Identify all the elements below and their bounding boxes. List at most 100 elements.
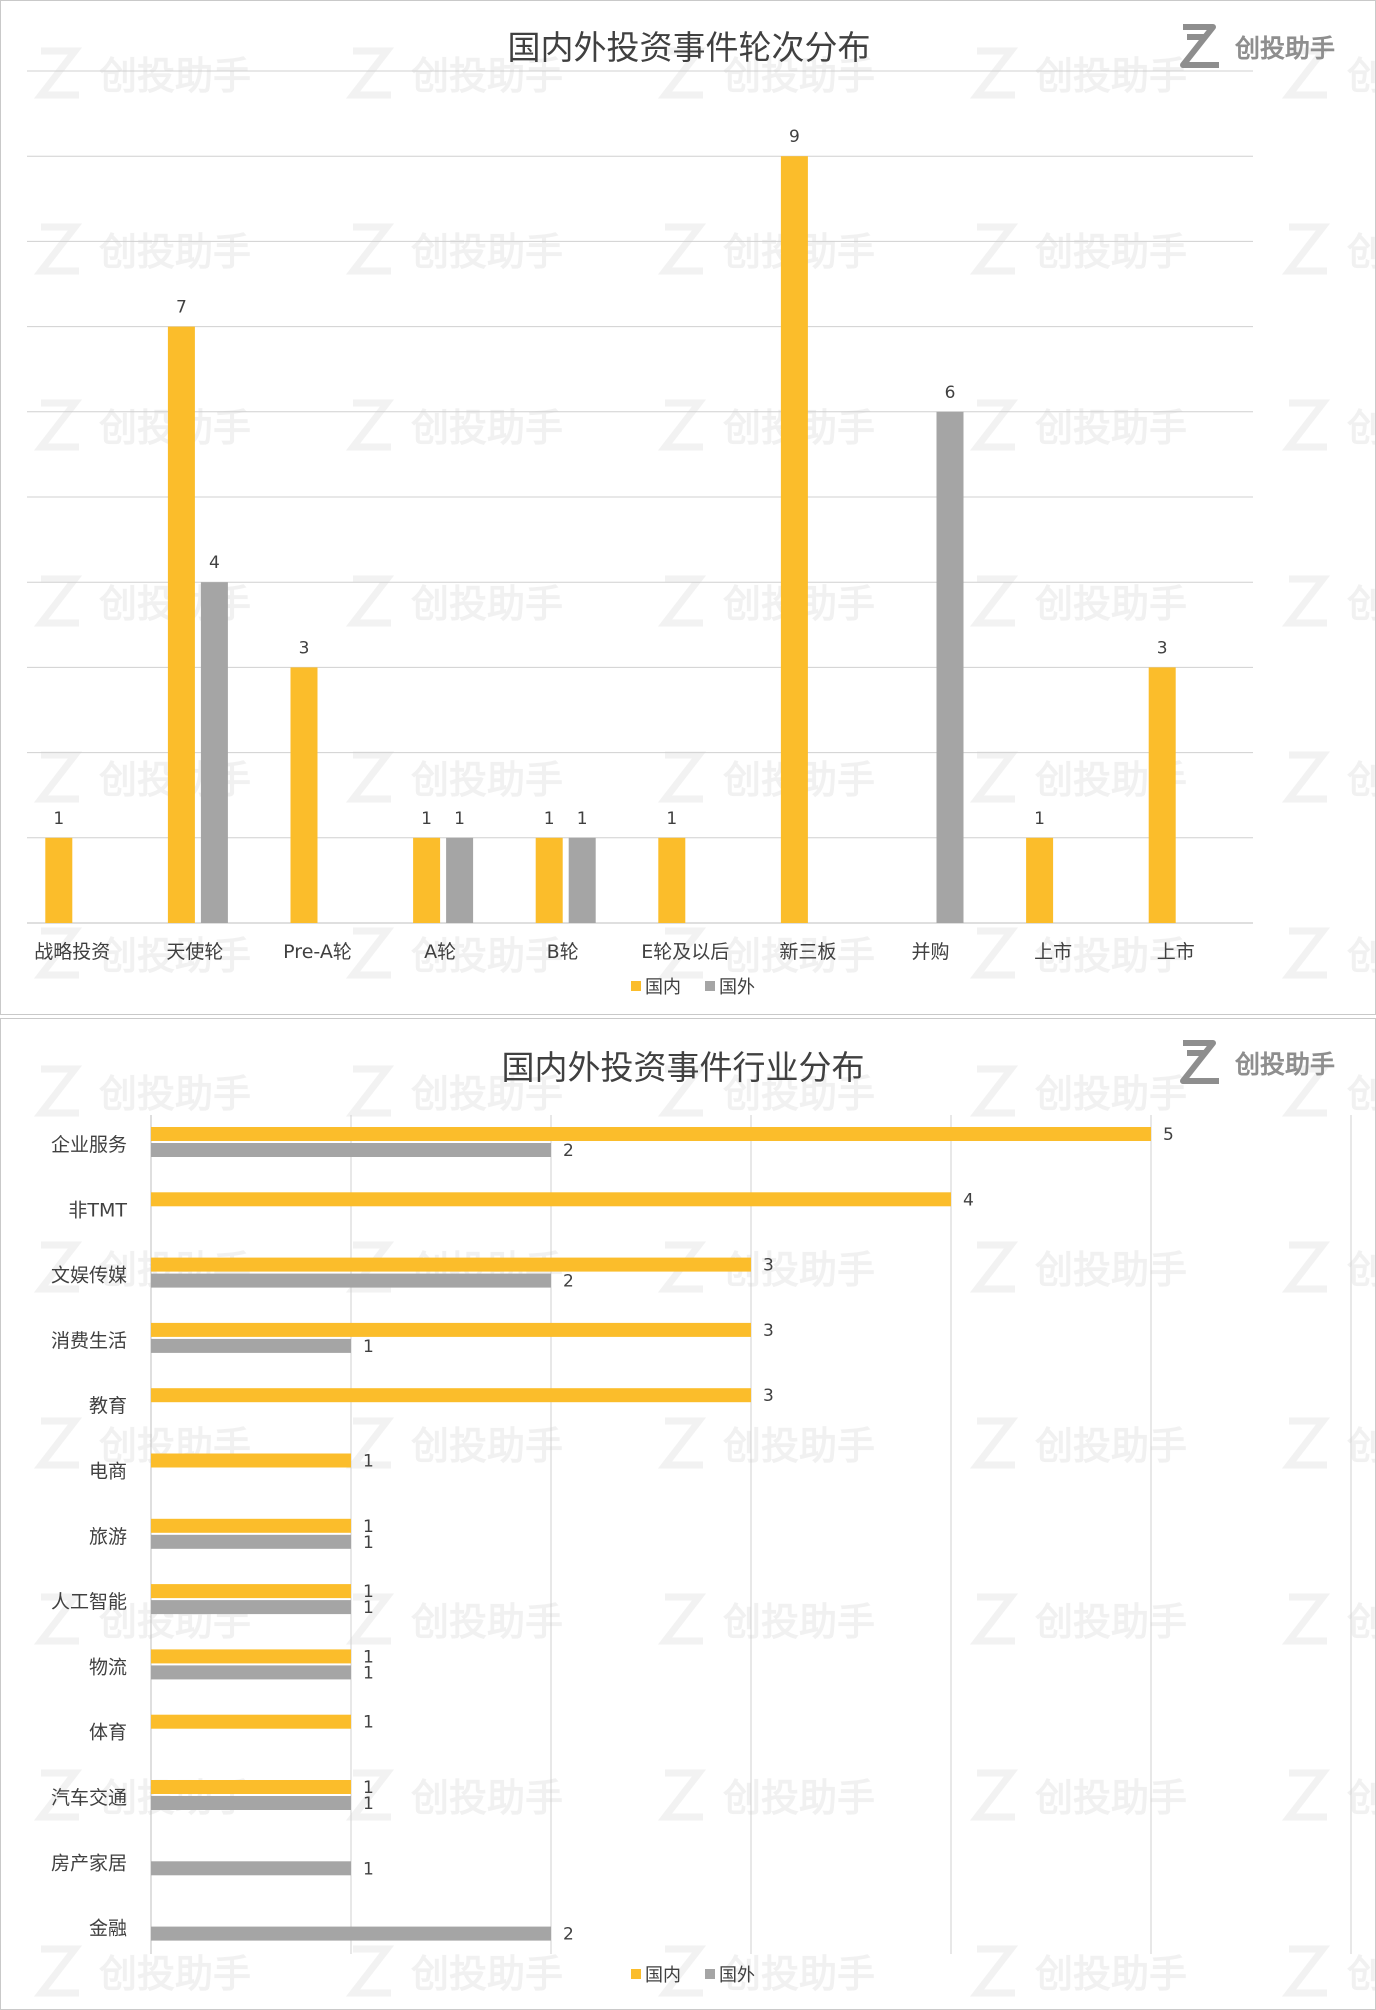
watermark-z-mark (33, 1593, 83, 1645)
bar-foreign (151, 1338, 351, 1353)
bar-domestic (1148, 667, 1176, 923)
watermark-z-mark (1281, 399, 1331, 451)
data-label: 1 (363, 1713, 374, 1733)
watermark-z-mark (33, 399, 83, 451)
watermark-z-mark (345, 1945, 395, 1997)
watermark-text: 创投助手 (723, 934, 875, 978)
category-label: 并购 (911, 941, 949, 963)
watermark-text: 创投助手 (723, 1072, 875, 1116)
watermark-z-mark (33, 927, 83, 979)
bar-foreign (568, 837, 596, 923)
watermark-text: 创投助手 (1035, 1072, 1187, 1116)
data-label: 2 (563, 1141, 574, 1161)
watermark-z-mark (1281, 47, 1331, 99)
watermark-text: 创投助手 (411, 1072, 563, 1116)
data-label: 9 (789, 127, 800, 147)
logo-text: 创投助手 (1234, 34, 1335, 63)
data-label: 1 (363, 1778, 374, 1798)
data-label: 1 (1034, 809, 1045, 829)
watermark-z-mark (1281, 1945, 1331, 1997)
watermark-text: 创投助手 (1347, 406, 1376, 450)
watermark-text: 创投助手 (411, 230, 563, 274)
bar-domestic (535, 837, 563, 923)
bar-domestic (167, 326, 195, 924)
watermark-z-mark (33, 1065, 83, 1117)
bar-domestic (45, 837, 73, 923)
watermark-z-mark (33, 47, 83, 99)
watermark-text: 创投助手 (1347, 1248, 1376, 1292)
category-label: 企业服务 (51, 1134, 127, 1156)
category-label: A轮 (424, 941, 456, 963)
watermark-z-mark (969, 223, 1019, 275)
watermark-z-mark (33, 575, 83, 627)
category-label: 旅游 (89, 1526, 127, 1548)
category-label: 新三板 (779, 941, 836, 963)
category-label: 战略投资 (34, 941, 110, 963)
data-label: 7 (176, 298, 187, 318)
watermark-z-mark (33, 1945, 83, 1997)
watermark-z-mark (345, 575, 395, 627)
category-label: 天使轮 (166, 941, 223, 963)
bar-domestic (151, 1584, 351, 1599)
legend-label: 国内 (645, 1965, 681, 1986)
watermark-z-mark (657, 223, 707, 275)
data-label: 1 (363, 1517, 374, 1537)
watermark-text: 创投助手 (1347, 1072, 1376, 1116)
gridlines (150, 1115, 1352, 1954)
watermark-text: 创投助手 (411, 758, 563, 802)
category-label: Pre-A轮 (283, 941, 352, 963)
bar-domestic (151, 1322, 751, 1337)
data-label: 4 (963, 1190, 974, 1210)
bar-foreign (446, 837, 474, 923)
data-label: 2 (563, 1272, 574, 1292)
bar-domestic (151, 1257, 751, 1272)
watermark-z-mark (345, 1593, 395, 1645)
watermark-text: 创投助手 (1035, 582, 1187, 626)
watermark-z-mark (1281, 1241, 1331, 1293)
watermark-text: 创投助手 (99, 1072, 251, 1116)
watermark-text: 创投助手 (1347, 1424, 1376, 1468)
watermark-z-mark (33, 1769, 83, 1821)
watermark-text: 创投助手 (99, 934, 251, 978)
chart-title: 国内外投资事件轮次分布 (508, 28, 871, 67)
watermark-z-mark (1281, 751, 1331, 803)
legend: 国内 国外 (631, 977, 755, 998)
bar-domestic (151, 1453, 351, 1468)
watermark-z-mark (657, 575, 707, 627)
watermark-z-mark (1281, 1769, 1331, 1821)
watermark-text: 创投助手 (411, 1776, 563, 1820)
bar-domestic (151, 1192, 951, 1207)
watermark-z-mark (969, 399, 1019, 451)
watermark-text: 创投助手 (723, 54, 875, 98)
category-label: 物流 (89, 1656, 127, 1678)
data-label: 3 (763, 1386, 774, 1406)
watermark-z-mark (345, 47, 395, 99)
category-label: 房产家居 (51, 1852, 127, 1874)
watermark-text: 创投助手 (1035, 1776, 1187, 1820)
watermark-text: 创投助手 (411, 1952, 563, 1996)
watermark-z-mark (345, 1417, 395, 1469)
data-label: 1 (544, 809, 555, 829)
bar-foreign (151, 1926, 551, 1941)
watermark-text: 创投助手 (1035, 1424, 1187, 1468)
watermark-z-mark (1281, 1593, 1331, 1645)
industry-distribution-chart-panel: 创投助手 创投助手 创投助手 创投助手 创投助手 创投助手 创投助手 创投助手 创投助手 创投助手… (0, 1018, 1376, 2010)
watermark-text: 创投助手 (1347, 230, 1376, 274)
data-label: 1 (363, 1663, 374, 1683)
watermark-z-mark (657, 751, 707, 803)
watermark-text: 创投助手 (1035, 1248, 1187, 1292)
bar-domestic (151, 1388, 751, 1403)
category-label: 上市 (1157, 941, 1195, 963)
watermark-text: 创投助手 (723, 1952, 875, 1996)
legend-swatch (631, 1969, 641, 1979)
data-label: 1 (363, 1859, 374, 1879)
bar-domestic (413, 837, 441, 923)
bar-domestic (151, 1714, 351, 1729)
bar-domestic (658, 837, 686, 923)
bar-domestic (151, 1518, 351, 1533)
watermark-text: 创投助手 (1347, 1776, 1376, 1820)
category-label: 非TMT (68, 1199, 127, 1221)
watermark-text: 创投助手 (1035, 1600, 1187, 1644)
watermark-z-mark (345, 1065, 395, 1117)
watermark-z-mark (969, 1769, 1019, 1821)
